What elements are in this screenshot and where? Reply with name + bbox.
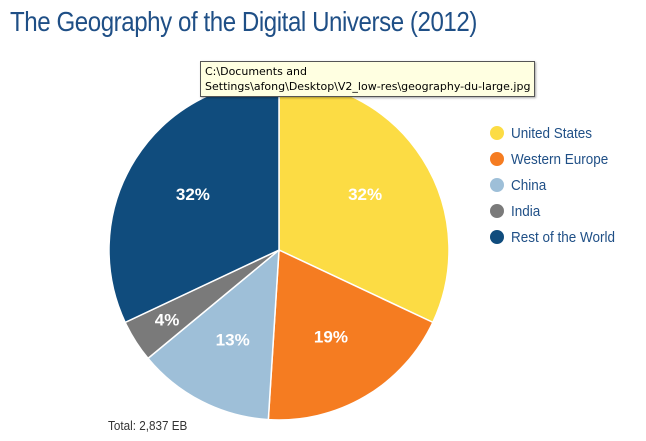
slice-label-rest-of-the-world: 32% (176, 185, 210, 204)
tooltip-line-1: C:\Documents and (205, 65, 308, 78)
legend-swatch (490, 126, 504, 140)
legend-item-rest-of-the-world: Rest of the World (490, 224, 627, 250)
legend-item-united-states: United States (490, 120, 627, 146)
legend-item-western-europe: Western Europe (490, 146, 627, 172)
legend-label: United States (511, 124, 593, 142)
slice-label-united-states: 32% (348, 185, 382, 204)
slice-label-china: 13% (216, 330, 250, 349)
slice-label-india: 4% (155, 311, 180, 330)
legend-label: Rest of the World (511, 228, 616, 246)
legend-swatch (490, 204, 504, 218)
tooltip-line-2: Settings\afong\Desktop\V2_low-res\geogra… (205, 80, 531, 93)
legend-swatch (490, 230, 504, 244)
legend: United States Western Europe China India Res… (490, 120, 627, 250)
legend-label: Western Europe (511, 150, 609, 168)
slice-china (146, 248, 280, 421)
legend-swatch (490, 178, 504, 192)
total-note: Total: 2,837 EB (108, 418, 188, 433)
slice-western-europe (267, 248, 434, 421)
chart-title: The Geography of the Digital Universe (2… (10, 6, 477, 37)
legend-label: China (511, 176, 547, 194)
file-path-tooltip: C:\Documents and Settings\afong\Desktop\… (200, 61, 536, 97)
legend-swatch (490, 152, 504, 166)
slice-label-western-europe: 19% (314, 327, 348, 346)
legend-label: India (511, 202, 541, 220)
legend-item-china: China (490, 172, 627, 198)
legend-item-india: India (490, 198, 627, 224)
